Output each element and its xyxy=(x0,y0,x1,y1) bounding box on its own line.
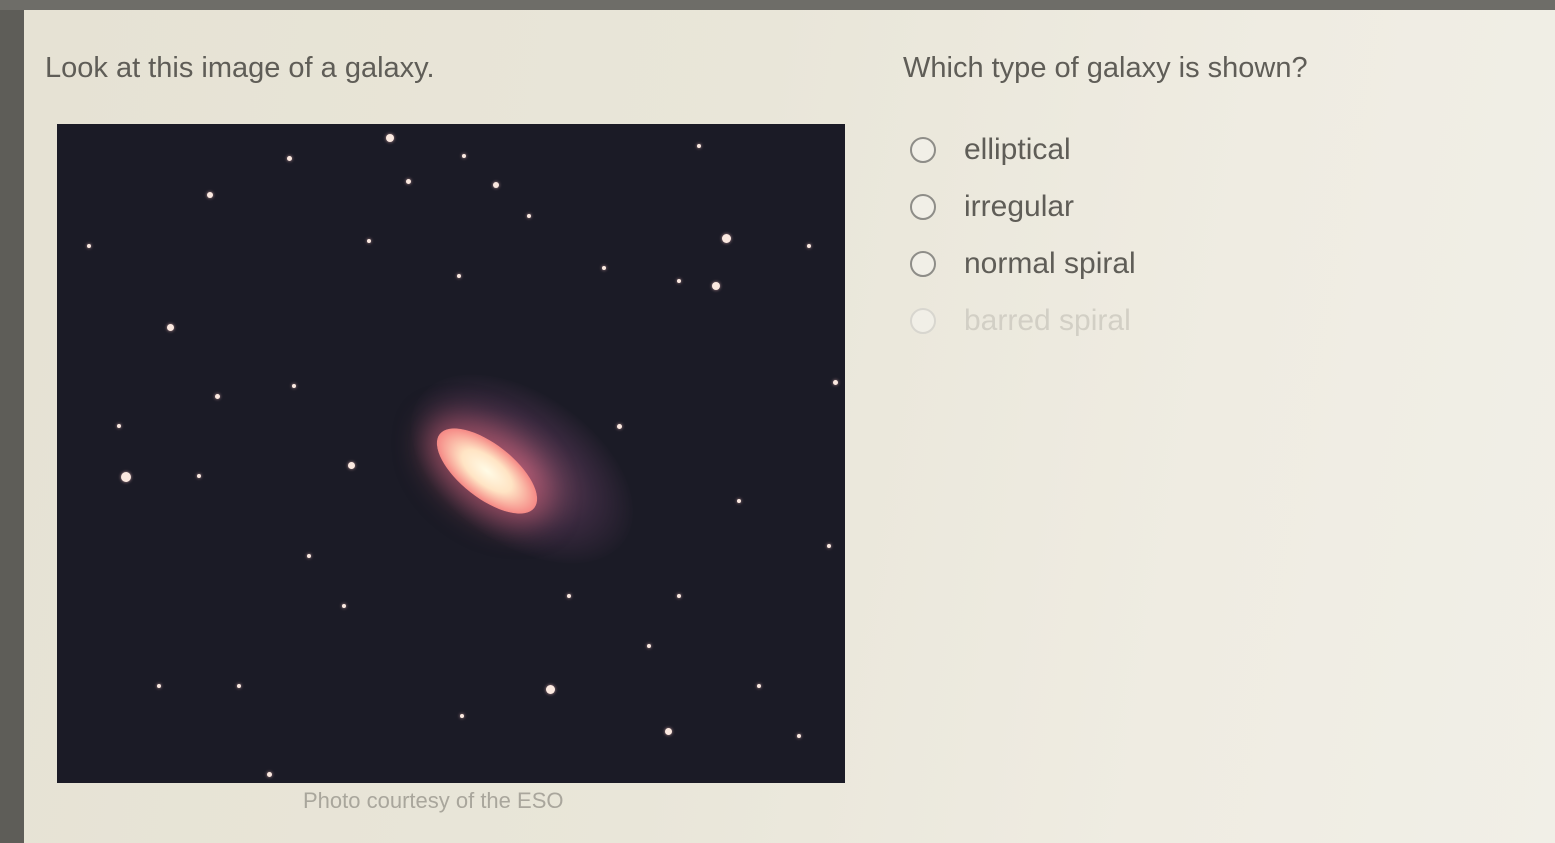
star xyxy=(117,424,121,428)
image-prompt: Look at this image of a galaxy. xyxy=(45,52,435,84)
star xyxy=(167,324,174,331)
option-label: normal spiral xyxy=(964,247,1136,280)
star xyxy=(527,214,531,218)
screen-bezel-top xyxy=(0,0,1555,10)
star xyxy=(197,474,201,478)
radio-button[interactable] xyxy=(910,137,936,163)
star xyxy=(647,644,651,648)
option-elliptical[interactable]: elliptical xyxy=(910,133,1071,167)
star xyxy=(307,554,311,558)
star xyxy=(546,685,555,694)
star xyxy=(833,380,838,385)
star xyxy=(348,462,355,469)
star xyxy=(121,472,131,482)
option-normal-spiral[interactable]: normal spiral xyxy=(910,247,1136,281)
star xyxy=(87,244,91,248)
star xyxy=(737,499,741,503)
question-text: Which type of galaxy is shown? xyxy=(903,52,1308,84)
radio-button[interactable] xyxy=(910,251,936,277)
star xyxy=(287,156,292,161)
galaxy-photo xyxy=(57,124,845,783)
star xyxy=(267,772,272,777)
star xyxy=(406,179,411,184)
radio-button[interactable] xyxy=(910,308,936,334)
star xyxy=(827,544,831,548)
star xyxy=(215,394,220,399)
star xyxy=(677,279,681,283)
star xyxy=(677,594,681,598)
star xyxy=(567,594,571,598)
star xyxy=(457,274,461,278)
star xyxy=(712,282,720,290)
option-label: elliptical xyxy=(964,133,1071,166)
star xyxy=(386,134,394,142)
star xyxy=(342,604,346,608)
star xyxy=(292,384,296,388)
option-irregular[interactable]: irregular xyxy=(910,190,1074,224)
star xyxy=(722,234,731,243)
star xyxy=(757,684,761,688)
option-label: barred spiral xyxy=(964,304,1131,337)
option-label: irregular xyxy=(964,190,1075,223)
star xyxy=(237,684,241,688)
radio-button[interactable] xyxy=(910,194,936,220)
star xyxy=(462,154,466,158)
star xyxy=(665,728,672,735)
star xyxy=(697,144,701,148)
star xyxy=(807,244,811,248)
star xyxy=(617,424,622,429)
star xyxy=(157,684,161,688)
star xyxy=(797,734,801,738)
option-barred-spiral[interactable]: barred spiral xyxy=(910,304,1131,338)
photo-caption: Photo courtesy of the ESO xyxy=(303,788,564,813)
star xyxy=(493,182,499,188)
star xyxy=(460,714,464,718)
star xyxy=(367,239,371,243)
star xyxy=(207,192,213,198)
star xyxy=(602,266,606,270)
